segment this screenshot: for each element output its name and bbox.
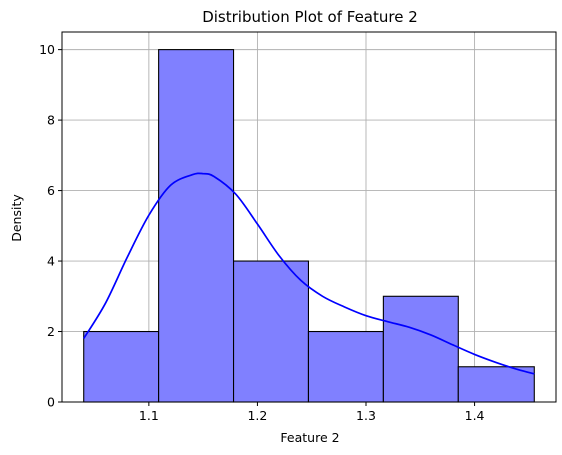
y-axis-label: Density [9, 194, 24, 242]
y-tick-label: 0 [47, 395, 55, 410]
histogram-bar-2 [159, 50, 234, 402]
y-tick-label: 2 [47, 324, 55, 339]
x-tick-label: 1.2 [247, 408, 267, 423]
histogram-bar-6 [458, 367, 534, 402]
histogram-bar-3 [234, 261, 309, 402]
chart-title: Distribution Plot of Feature 2 [202, 8, 418, 26]
y-tick-label: 10 [39, 42, 55, 57]
y-tick-label: 6 [47, 183, 55, 198]
x-tick-label: 1.3 [356, 408, 376, 423]
y-tick-label: 8 [47, 113, 55, 128]
histogram-bar-5 [383, 296, 458, 402]
y-tick-label: 4 [47, 254, 55, 269]
histogram-bar-1 [84, 332, 159, 402]
x-tick-label: 1.4 [465, 408, 485, 423]
x-tick-label: 1.1 [139, 408, 159, 423]
x-axis-label: Feature 2 [280, 430, 339, 445]
bars-layer [84, 50, 535, 402]
histogram-bar-4 [308, 332, 383, 402]
